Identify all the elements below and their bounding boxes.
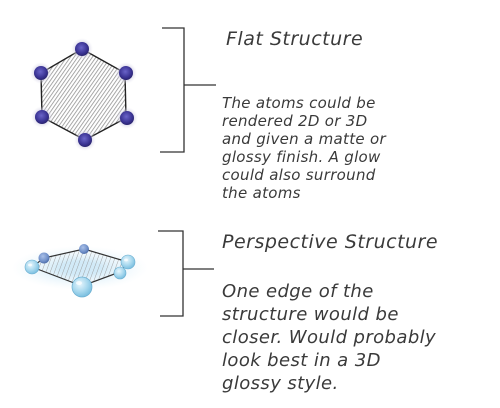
perspective-atom-front-right <box>113 266 127 280</box>
flat-structure-diagram <box>30 38 138 151</box>
perspective-atom-back <box>79 244 89 254</box>
flat-atom-bottom <box>74 129 96 151</box>
perspective-atom-right <box>120 254 136 270</box>
svg-text:glossy finish. A glow: glossy finish. A glow <box>222 148 381 166</box>
svg-text:look best in a 3D: look best in a 3D <box>222 350 381 371</box>
flat-atom-top-right <box>115 62 137 84</box>
svg-text:closer. Would probably: closer. Would probably <box>222 327 436 348</box>
perspective-structure-description: One edge of the structure would be close… <box>222 281 436 394</box>
perspective-atom-front <box>71 276 93 298</box>
svg-text:rendered 2D or 3D: rendered 2D or 3D <box>222 112 368 130</box>
perspective-shape-fill <box>32 249 128 286</box>
perspective-atom-back-left <box>38 252 50 264</box>
svg-text:structure would be: structure would be <box>222 304 399 325</box>
flat-bracket <box>160 27 185 153</box>
flat-atom-top-left <box>30 62 52 84</box>
flat-atom-bottom-left <box>31 106 53 128</box>
flat-hexagon-fill <box>41 49 126 140</box>
flat-structure-description: The atoms could be rendered 2D or 3D and… <box>222 94 386 202</box>
perspective-atom-left <box>24 259 40 275</box>
flat-atom-top <box>71 38 93 60</box>
perspective-structure-diagram <box>12 244 148 298</box>
svg-text:The atoms could be: The atoms could be <box>222 94 376 112</box>
svg-text:glossy style.: glossy style. <box>222 373 339 394</box>
flat-structure-title: Flat Structure <box>226 28 363 50</box>
svg-text:and given a matte or: and given a matte or <box>222 130 386 148</box>
perspective-structure-title: Perspective Structure <box>222 231 438 253</box>
flat-atom-bottom-right <box>116 107 138 129</box>
svg-text:One edge of the: One edge of the <box>222 281 374 302</box>
svg-text:the atoms: the atoms <box>222 184 301 202</box>
svg-text:could also surround: could also surround <box>222 166 376 184</box>
perspective-bracket <box>158 230 184 317</box>
